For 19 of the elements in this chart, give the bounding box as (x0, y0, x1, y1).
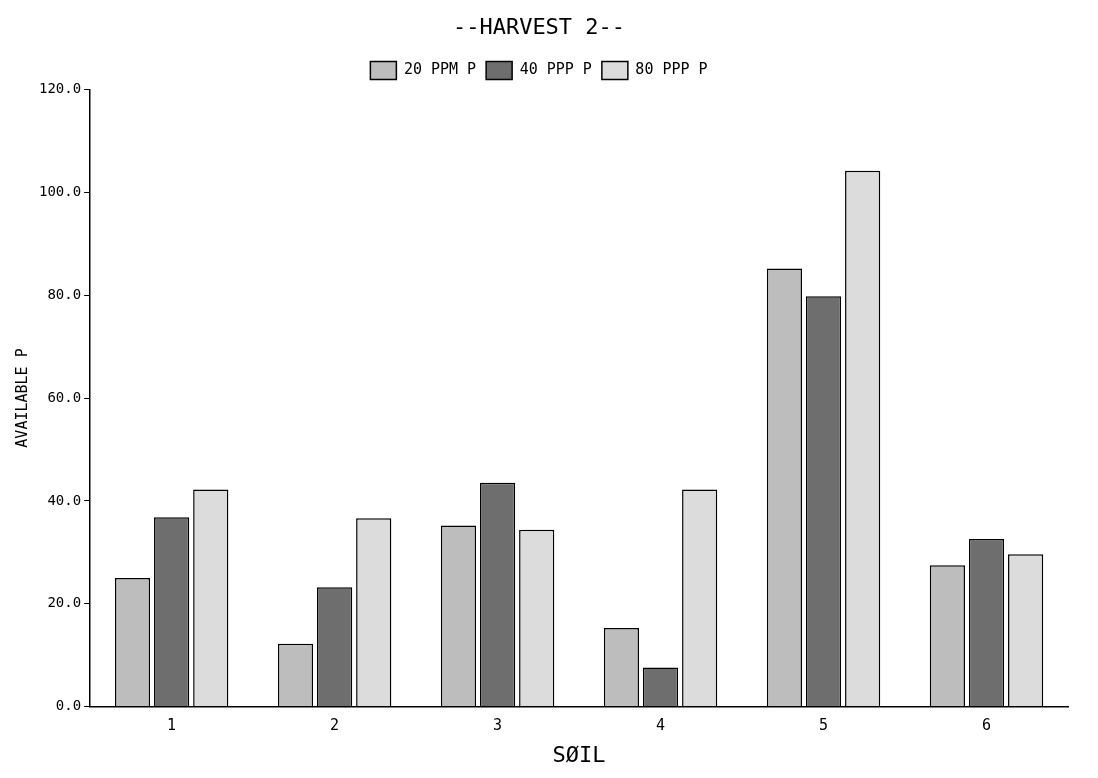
x-tick-label: 1 (167, 716, 177, 735)
y-tick-label: 80.0 (47, 285, 82, 302)
y-tick-label: 120.0 (38, 80, 82, 97)
x-tick-label: 4 (656, 716, 666, 735)
x-tick-label: 2 (330, 716, 340, 735)
legend-label: 40 PPP P (519, 60, 592, 79)
x-axis-title: SØIL (552, 741, 606, 767)
legend-label: 80 PPP P (635, 60, 708, 79)
y-tick-label: 20.0 (47, 594, 82, 611)
chart-title: --HARVEST 2-- (452, 13, 626, 39)
y-axis-title: AVAILABLE P (12, 348, 31, 448)
y-tick-label: 0.0 (55, 697, 82, 714)
x-tick-label: 5 (819, 716, 829, 735)
y-tick-label: 100.0 (38, 182, 82, 199)
x-tick-label: 6 (982, 716, 992, 735)
y-tick-label: 60.0 (47, 388, 82, 405)
x-tick-label: 3 (493, 716, 503, 735)
legend-label: 20 PPM P (403, 60, 477, 79)
y-tick-label: 40.0 (47, 491, 82, 508)
